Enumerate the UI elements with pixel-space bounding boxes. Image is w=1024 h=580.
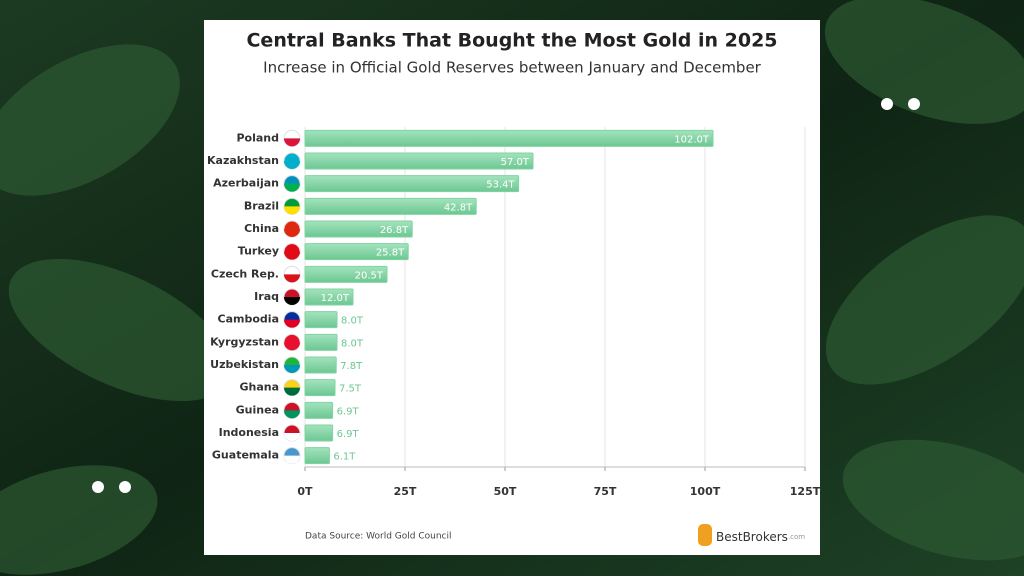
decor-dots [92, 98, 920, 493]
flag-half [284, 433, 300, 441]
chart-subtitle: Increase in Official Gold Reserves betwe… [263, 59, 762, 77]
x-tick-label: 100T [690, 485, 721, 498]
bar [304, 243, 409, 261]
bar [304, 424, 334, 442]
card [204, 20, 820, 555]
value-label: 7.8T [340, 361, 363, 372]
flag-half [284, 183, 300, 192]
flag-half [284, 410, 300, 419]
y-tick-label: Guinea [236, 403, 279, 416]
bar [304, 447, 330, 465]
logo: BestBrokers.com [698, 524, 805, 546]
x-tick-label: 125T [790, 485, 821, 498]
y-tick-label: Kyrgyzstan [210, 335, 279, 348]
bar [304, 197, 477, 215]
value-label: 42.8T [444, 202, 473, 213]
flag-half [284, 319, 300, 328]
value-label: 26.8T [380, 225, 409, 236]
y-tick-label: Cambodia [218, 313, 279, 326]
value-label: 6.9T [337, 406, 360, 417]
y-tick-label: Brazil [244, 199, 279, 212]
x-tick-label: 75T [594, 485, 617, 498]
bar [304, 220, 413, 238]
y-tick-label: Indonesia [219, 426, 279, 439]
y-tick-label: Kazakhstan [207, 154, 279, 167]
logo-text: BestBrokers.com [716, 530, 805, 544]
bar [304, 152, 534, 170]
y-tick-label: Azerbaijan [213, 177, 279, 190]
flag-half [284, 365, 300, 373]
flag-half [284, 455, 300, 464]
y-tick-label: Turkey [238, 245, 279, 258]
y-tick-label: Czech Rep. [211, 267, 279, 280]
x-tick-label: 0T [297, 485, 313, 498]
flag-half [284, 342, 300, 351]
flag-half [284, 206, 300, 215]
value-label: 57.0T [501, 157, 530, 168]
flag-half [284, 251, 300, 260]
value-label: 6.9T [337, 429, 360, 440]
logo-icon [698, 524, 712, 546]
value-label: 20.5T [355, 270, 384, 281]
flag-half [284, 161, 300, 169]
bar [304, 311, 338, 329]
brand-suffix: .com [788, 533, 805, 541]
bar [304, 288, 354, 306]
flag-half [284, 297, 300, 305]
brand: BestBrokers [716, 530, 788, 544]
x-tick-label: 50T [494, 485, 517, 498]
bar [304, 265, 388, 283]
y-tick-label: Ghana [239, 381, 279, 394]
y-tick-label: China [244, 222, 279, 235]
flag-half [284, 229, 300, 237]
flag-half [284, 138, 300, 147]
value-label: 12.0T [321, 293, 350, 304]
y-tick-label: Guatemala [212, 449, 279, 462]
bar [304, 356, 337, 374]
value-label: 53.4T [486, 180, 515, 191]
value-label: 8.0T [341, 316, 364, 327]
y-tick-label: Uzbekistan [210, 358, 279, 371]
bar [304, 175, 520, 193]
y-tick-label: Iraq [254, 290, 279, 303]
flag-half [284, 274, 300, 283]
y-tick-label: Poland [236, 131, 279, 144]
chart-title: Central Banks That Bought the Most Gold … [246, 30, 777, 52]
bar [304, 129, 714, 147]
value-label: 7.5T [339, 384, 362, 395]
bar [304, 333, 338, 351]
bar [304, 401, 334, 419]
value-label: 8.0T [341, 338, 364, 349]
source-note: Data Source: World Gold Council [305, 532, 452, 542]
x-tick-label: 25T [394, 485, 417, 498]
bar [304, 379, 336, 397]
value-label: 6.1T [333, 452, 356, 463]
flag-half [284, 387, 300, 396]
value-label: 25.8T [376, 248, 405, 259]
value-label: 102.0T [674, 134, 710, 145]
